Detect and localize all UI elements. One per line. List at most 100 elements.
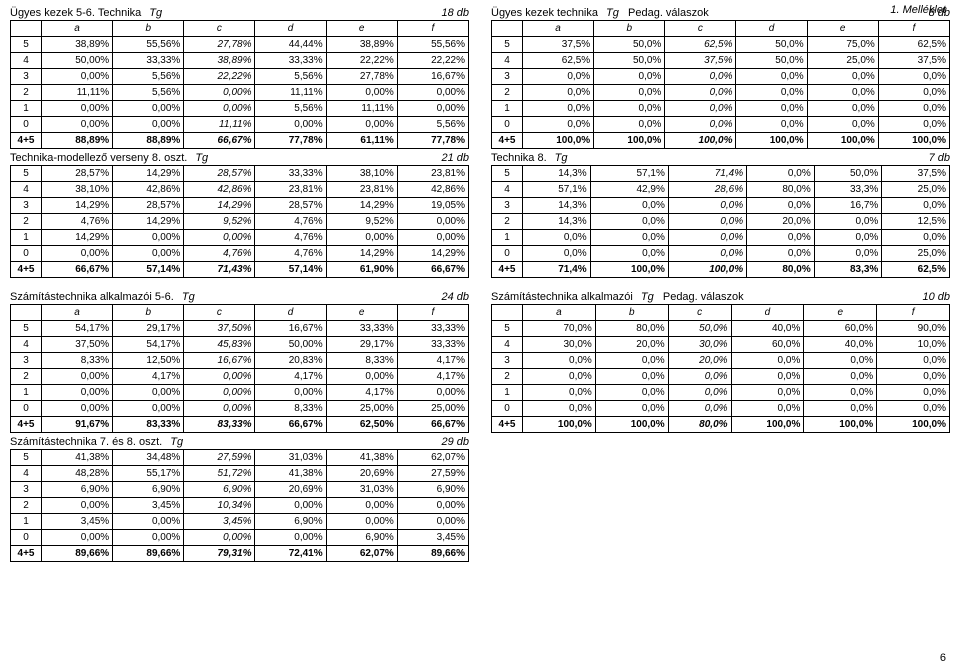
table-cell: 42,9% <box>590 182 668 198</box>
table-cell: 1 <box>11 101 42 117</box>
table-cell: 48,28% <box>42 466 113 482</box>
table-header-cell: c <box>665 21 736 37</box>
table-cell: 50,0% <box>736 37 807 53</box>
table-cell: 0,0% <box>807 85 878 101</box>
table-total-cell: 4+5 <box>492 133 523 149</box>
table-row: 30,0%0,0%0,0%0,0%0,0%0,0% <box>492 69 950 85</box>
table-cell: 0,00% <box>397 214 468 230</box>
table-cell: 5 <box>492 166 523 182</box>
table-cell: 0,00% <box>184 530 255 546</box>
table-cell: 0,00% <box>42 246 113 262</box>
table-cell: 75,0% <box>807 37 878 53</box>
table-cell: 16,7% <box>814 198 882 214</box>
table-cell: 33,3% <box>814 182 882 198</box>
table-header-cell: a <box>523 21 594 37</box>
table-cell: 0 <box>492 401 523 417</box>
table-cell: 0,0% <box>736 117 807 133</box>
table-cell: 8,33% <box>326 353 397 369</box>
table-cell: 5 <box>11 321 42 337</box>
table-cell: 23,81% <box>255 182 326 198</box>
table-cell: 90,0% <box>877 321 950 337</box>
title-mid: Tg <box>149 7 162 19</box>
table-cell: 51,72% <box>184 466 255 482</box>
table-cell: 38,89% <box>42 37 113 53</box>
table-cell: 55,17% <box>113 466 184 482</box>
table-cell: 0 <box>11 117 42 133</box>
table-cell: 2 <box>11 498 42 514</box>
table-header-cell <box>11 305 42 321</box>
table-cell: 28,57% <box>42 166 113 182</box>
table-cell: 0,0% <box>731 385 804 401</box>
table-cell: 0,0% <box>814 214 882 230</box>
table-total-cell: 89,66% <box>397 546 468 562</box>
table-total-cell: 62,5% <box>882 262 950 278</box>
table-cell: 50,0% <box>814 166 882 182</box>
table-cell: 0,00% <box>397 85 468 101</box>
table-row: 537,5%50,0%62,5%50,0%75,0%62,5% <box>492 37 950 53</box>
table-total-cell: 88,89% <box>113 133 184 149</box>
table-title-line: Ügyes kezek technikaTg Pedag. válaszok8 … <box>491 6 950 20</box>
table-row: 438,10%42,86%42,86%23,81%23,81%42,86% <box>11 182 469 198</box>
table-cell: 0,0% <box>878 117 949 133</box>
table-cell: 8,33% <box>42 353 113 369</box>
table-cell: 37,50% <box>184 321 255 337</box>
table-cell: 0,00% <box>113 230 184 246</box>
title-mid: Tg <box>182 291 195 303</box>
table-row: 30,0%0,0%20,0%0,0%0,0%0,0% <box>492 353 950 369</box>
table-cell: 37,5% <box>665 53 736 69</box>
table-cell: 0,00% <box>42 117 113 133</box>
table-cell: 1 <box>11 514 42 530</box>
table-header-cell <box>11 21 42 37</box>
table-cell: 20,69% <box>255 482 326 498</box>
table-cell: 42,86% <box>397 182 468 198</box>
table-cell: 2 <box>11 369 42 385</box>
table-cell: 0,00% <box>397 101 468 117</box>
table-row: 450,00%33,33%38,89%33,33%22,22%22,22% <box>11 53 469 69</box>
table-cell: 0,00% <box>42 401 113 417</box>
table-cell: 16,67% <box>255 321 326 337</box>
table-cell: 38,10% <box>42 182 113 198</box>
table-header-cell: b <box>113 305 184 321</box>
table-cell: 0,0% <box>523 69 594 85</box>
table-header-cell: f <box>397 21 468 37</box>
title-mid: Tg <box>606 7 619 19</box>
data-table: abcdef537,5%50,0%62,5%50,0%75,0%62,5%462… <box>491 20 950 149</box>
table-cell: 0,0% <box>736 69 807 85</box>
table-total-cell: 100,0% <box>523 133 594 149</box>
table-header-cell <box>492 21 523 37</box>
table-row: 20,0%0,0%0,0%0,0%0,0%0,0% <box>492 369 950 385</box>
table-cell: 50,00% <box>255 337 326 353</box>
table-row: 538,89%55,56%27,78%44,44%38,89%55,56% <box>11 37 469 53</box>
table-cell: 4 <box>492 337 523 353</box>
table-cell: 0 <box>492 246 523 262</box>
table-cell: 0,0% <box>668 198 746 214</box>
table-header-row: abcdef <box>11 305 469 321</box>
table-header-cell: a <box>42 21 113 37</box>
table-cell: 4 <box>11 466 42 482</box>
table-cell: 0,0% <box>665 85 736 101</box>
table-cell: 0,00% <box>397 230 468 246</box>
table-cell: 20,0% <box>595 337 668 353</box>
page-number: 6 <box>940 652 946 664</box>
table-cell: 37,5% <box>523 37 594 53</box>
table-total-row: 4+571,4%100,0%100,0%80,0%83,3%62,5% <box>492 262 950 278</box>
table-cell: 28,57% <box>184 166 255 182</box>
table-cell: 57,1% <box>523 182 591 198</box>
table-cell: 1 <box>492 230 523 246</box>
table-row: 10,00%0,00%0,00%0,00%4,17%0,00% <box>11 385 469 401</box>
table-title-line: Technika 8.Tg7 db <box>491 151 950 165</box>
table-row: 448,28%55,17%51,72%41,38%20,69%27,59% <box>11 466 469 482</box>
table-row: 20,0%0,0%0,0%0,0%0,0%0,0% <box>492 85 950 101</box>
table-cell: 4 <box>11 53 42 69</box>
table-cell: 0,00% <box>255 117 326 133</box>
title-mid: Tg <box>555 152 568 164</box>
title-mid: Tg <box>195 152 208 164</box>
table-cell: 0 <box>11 246 42 262</box>
table-cell: 62,5% <box>523 53 594 69</box>
table-total-cell: 61,90% <box>326 262 397 278</box>
table-cell: 0,0% <box>747 230 815 246</box>
table-total-cell: 89,66% <box>113 546 184 562</box>
table-row: 314,29%28,57%14,29%28,57%14,29%19,05% <box>11 198 469 214</box>
table-row: 10,0%0,0%0,0%0,0%0,0%0,0% <box>492 385 950 401</box>
table-cell: 50,0% <box>736 53 807 69</box>
